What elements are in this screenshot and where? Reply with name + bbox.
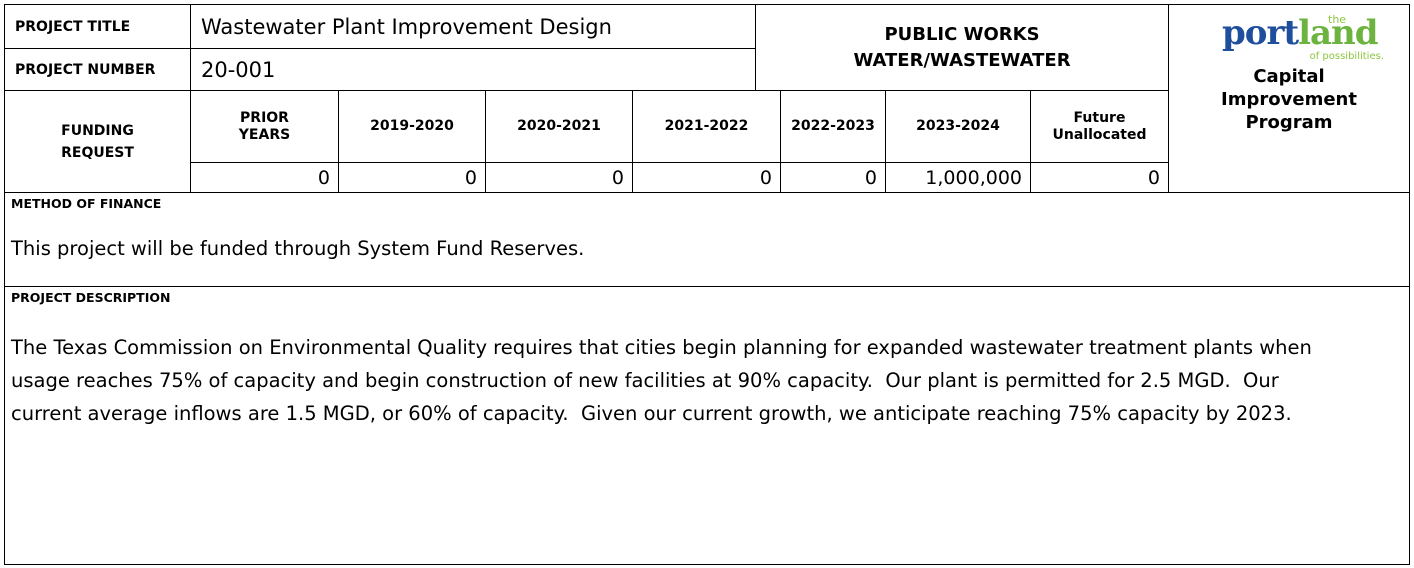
project-title: Wastewater Plant Improvement Design (190, 4, 756, 49)
finance-label: METHOD OF FINANCE (11, 196, 162, 211)
funding-column-header-line: 2020-2021 (517, 118, 601, 134)
program-line: Improvement (1221, 89, 1357, 110)
funding-value: 0 (485, 162, 633, 193)
department: PUBLIC WORKS WATER/WASTEWATER (755, 4, 1169, 91)
finance-text: This project will be funded through Syst… (11, 237, 585, 260)
department-line: PUBLIC WORKS (884, 23, 1040, 45)
funding-column-header-line: 2022-2023 (791, 118, 875, 134)
funding-value: 1,000,000 (885, 162, 1031, 193)
funding-label-line: REQUEST (61, 144, 134, 161)
program-line: Program (1245, 112, 1333, 133)
funding-label: FUNDING REQUEST (4, 90, 191, 193)
funding-column-header: 2023-2024 (885, 90, 1031, 163)
logo-the: the (1328, 13, 1347, 26)
funding-column-header-line: 2023-2024 (916, 118, 1000, 134)
funding-column-header-line: 2019-2020 (370, 118, 454, 134)
funding-column-header-line: Unallocated (1052, 126, 1147, 143)
logo-word-b: land (1298, 13, 1378, 53)
funding-value: 0 (632, 162, 781, 193)
number-label: PROJECT NUMBER (4, 48, 191, 91)
logo-word: portland (1222, 13, 1379, 53)
title-label: PROJECT TITLE (4, 4, 191, 49)
funding-label-line: FUNDING (61, 122, 134, 139)
funding-column-header-line: YEARS (238, 126, 291, 143)
funding-column-header: 2022-2023 (780, 90, 886, 163)
funding-value: 0 (780, 162, 886, 193)
funding-value: 0 (1030, 162, 1169, 193)
program: Capital Improvement Program (1221, 65, 1357, 134)
logo-word-a: port (1222, 13, 1299, 53)
funding-column-header: 2021-2022 (632, 90, 781, 163)
funding-column-header-line: Future (1073, 109, 1126, 126)
funding-value: 0 (190, 162, 339, 193)
funding-column-header: PRIOR YEARS (190, 90, 339, 163)
finance-section: METHOD OF FINANCE This project will be f… (4, 192, 1410, 287)
funding-column-header: Future Unallocated (1030, 90, 1169, 163)
funding-column-header: 2020-2021 (485, 90, 633, 163)
funding-column-header-line: PRIOR (240, 109, 289, 126)
logo-tagline: of possibilities. (1309, 51, 1384, 62)
funding-value: 0 (338, 162, 486, 193)
description-section: PROJECT DESCRIPTION The Texas Commission… (4, 286, 1410, 565)
program-line: Capital (1253, 66, 1325, 87)
department-line: WATER/WASTEWATER (853, 49, 1071, 71)
funding-column-header-line: 2021-2022 (664, 118, 749, 134)
logo: the portland of possibilities. Capital I… (1168, 4, 1410, 193)
funding-column-header: 2019-2020 (338, 90, 486, 163)
description-label: PROJECT DESCRIPTION (11, 290, 171, 305)
logo-mark: the portland of possibilities. (1214, 13, 1384, 63)
description-text: The Texas Commission on Environmental Qu… (11, 336, 1319, 425)
project-number: 20-001 (190, 48, 756, 91)
